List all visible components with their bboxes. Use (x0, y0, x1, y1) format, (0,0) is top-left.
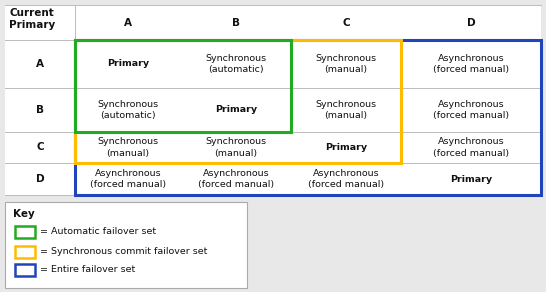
Text: A: A (36, 59, 44, 69)
Text: Primary: Primary (325, 143, 367, 152)
Text: Synchronous
(manual): Synchronous (manual) (316, 54, 377, 74)
Bar (75, 40, 291, 132)
Text: Synchronous
(automatic): Synchronous (automatic) (97, 100, 158, 120)
Text: Synchronous
(manual): Synchronous (manual) (205, 138, 266, 158)
Text: Primary: Primary (215, 105, 257, 114)
Text: = Synchronous commit failover set: = Synchronous commit failover set (40, 248, 207, 256)
Text: Asynchronous
(forced manual): Asynchronous (forced manual) (433, 138, 509, 158)
Bar (75, 40, 541, 195)
Bar (75, 40, 401, 163)
Bar (15, 226, 35, 238)
Bar (15, 264, 35, 276)
Bar (5, 5, 541, 195)
Bar (15, 246, 35, 258)
Text: Asynchronous
(forced manual): Asynchronous (forced manual) (90, 169, 166, 189)
Text: Current
Primary: Current Primary (9, 8, 55, 29)
Text: C: C (36, 142, 44, 152)
Text: Asynchronous
(forced manual): Asynchronous (forced manual) (308, 169, 384, 189)
Bar (5, 202, 247, 288)
Text: A: A (124, 18, 132, 27)
Text: B: B (36, 105, 44, 115)
Text: Asynchronous
(forced manual): Asynchronous (forced manual) (433, 100, 509, 120)
Text: Key: Key (13, 209, 35, 219)
Text: = Automatic failover set: = Automatic failover set (40, 227, 156, 237)
Text: Synchronous
(manual): Synchronous (manual) (97, 138, 158, 158)
Text: Asynchronous
(forced manual): Asynchronous (forced manual) (198, 169, 274, 189)
Text: Synchronous
(manual): Synchronous (manual) (316, 100, 377, 120)
Text: C: C (342, 18, 350, 27)
Text: Primary: Primary (107, 60, 149, 69)
Text: D: D (35, 174, 44, 184)
Text: Primary: Primary (450, 175, 492, 183)
Text: D: D (467, 18, 476, 27)
Text: Asynchronous
(forced manual): Asynchronous (forced manual) (433, 54, 509, 74)
Text: = Entire failover set: = Entire failover set (40, 265, 135, 274)
Text: Synchronous
(automatic): Synchronous (automatic) (205, 54, 266, 74)
Text: B: B (232, 18, 240, 27)
